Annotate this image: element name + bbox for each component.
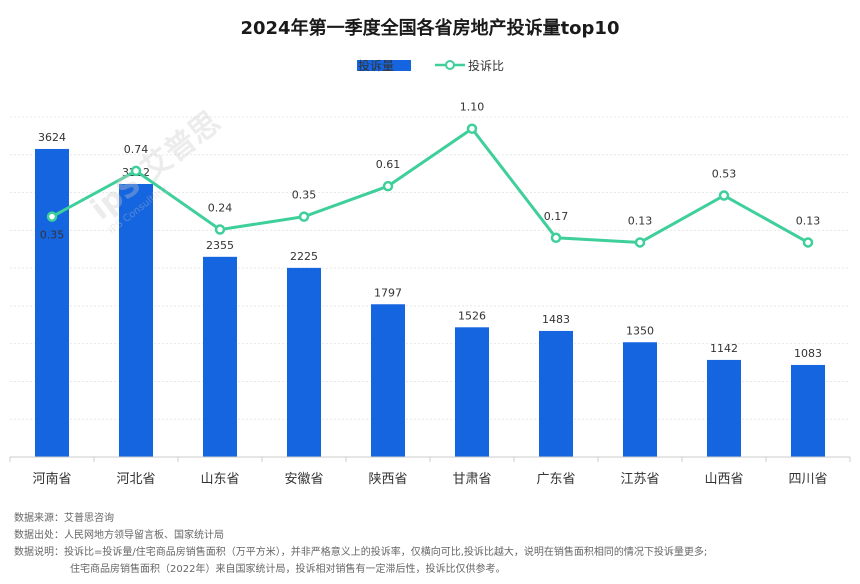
x-tick-label: 山西省 [704,472,743,487]
x-tick-label: 甘肃省 [452,472,491,487]
bar-value-labels: 3624321223552225179715261483135011421083 [38,131,822,360]
x-tick-label: 河南省 [32,471,71,487]
line-value-label: 0.61 [376,158,401,171]
line-value-label: 1.10 [460,101,485,114]
x-axis: 河南省 河北省 山东省 安徽省 陕西省 甘肃省 广东省 江苏省 山西省 四川省 [9,456,851,487]
line-point [130,165,142,177]
note-explanation-cont: 住宅商品房销售面积（2022年）来自国家统计局，投诉相对销售有一定滞后性，投诉比… [14,561,707,578]
line-value-label: 0.17 [544,210,569,223]
line-point [298,211,310,222]
bar-series [35,148,825,458]
bar [623,342,657,457]
bar [119,183,153,458]
bar [35,148,69,457]
note-explanation-text: 投诉比=投诉量/住宅商品房销售面积（万平方米），并非严格意义上的投诉率，仅横向可… [64,547,708,558]
line-value-label: 0.35 [292,189,317,202]
line-point [382,180,394,192]
bar [287,267,321,457]
line-value-labels: 0.35 0.74 0.24 0.35 0.61 1.10 0.17 0.13 0.53 0.13 [40,101,821,242]
x-tick-label: 河北省 [116,472,155,487]
legend-line-label: 投诉比 [468,58,504,73]
line-point [214,224,226,235]
note-origin-label: 数据出处： [14,530,64,541]
line-point [634,237,646,248]
bar [707,359,741,457]
legend-line-marker [445,60,455,70]
line-point [466,123,478,134]
chart-canvas: 投诉量 投诉比 36243212235522251797152614831350… [9,58,851,487]
bar [539,330,573,457]
line-value-label: 0.74 [124,143,149,156]
notes: 数据来源：艾普思咨询 数据出处：人民网地方领导留言板、国家统计局 数据说明：投诉… [14,510,707,578]
x-tick-label: 陕西省 [368,472,407,487]
x-tick-label: 江苏省 [620,471,659,487]
bar-value-label: 1142 [710,342,738,355]
x-tick-label: 山东省 [200,472,239,487]
line-point [802,237,814,248]
note-source-text: 艾普思咨询 [64,513,114,524]
legend-bar-swatch [357,60,411,71]
note-source-label: 数据来源： [14,513,64,524]
legend-bar-label: 投诉量 [358,58,394,73]
bar-value-label: 3624 [38,131,66,144]
line-point [46,211,58,222]
note-explanation: 数据说明：投诉比=投诉量/住宅商品房销售面积（万平方米），并非严格意义上的投诉率… [14,544,707,561]
line-value-label: 0.13 [628,214,653,227]
bar-value-label: 1483 [542,313,570,326]
line-series [46,123,814,248]
bar-value-label: 2225 [290,250,318,263]
chart-title: 2024年第一季度全国各省房地产投诉量top10 [240,18,620,39]
note-origin-text: 人民网地方领导留言板、国家统计局 [64,530,224,541]
bar-value-label: 1526 [458,309,486,322]
line-value-label: 0.35 [40,229,65,242]
bar [455,327,489,457]
line-point [718,190,730,201]
x-tick-label: 四川省 [788,472,827,487]
bar-value-label: 1350 [626,324,654,337]
line-point [550,232,562,244]
note-explanation-cont-text: 住宅商品房销售面积（2022年）来自国家统计局，投诉相对销售有一定滞后性，投诉比… [70,564,506,575]
line-value-label: 0.53 [712,168,737,181]
line-value-label: 0.13 [796,214,821,227]
bar [371,304,405,457]
bar-value-label: 1797 [374,286,402,299]
bar [203,256,237,457]
line-path [51,126,809,244]
x-tick-label: 安徽省 [284,472,323,487]
legend: 投诉量 投诉比 [357,58,504,73]
line-value-label: 0.24 [208,202,233,215]
note-source: 数据来源：艾普思咨询 [14,510,707,527]
bar-value-label: 1083 [794,347,822,360]
bar-value-label: 2355 [206,239,234,252]
bar [791,364,825,457]
x-tick-label: 广东省 [536,472,575,487]
note-origin: 数据出处：人民网地方领导留言板、国家统计局 [14,527,707,544]
note-explanation-label: 数据说明： [14,547,64,558]
